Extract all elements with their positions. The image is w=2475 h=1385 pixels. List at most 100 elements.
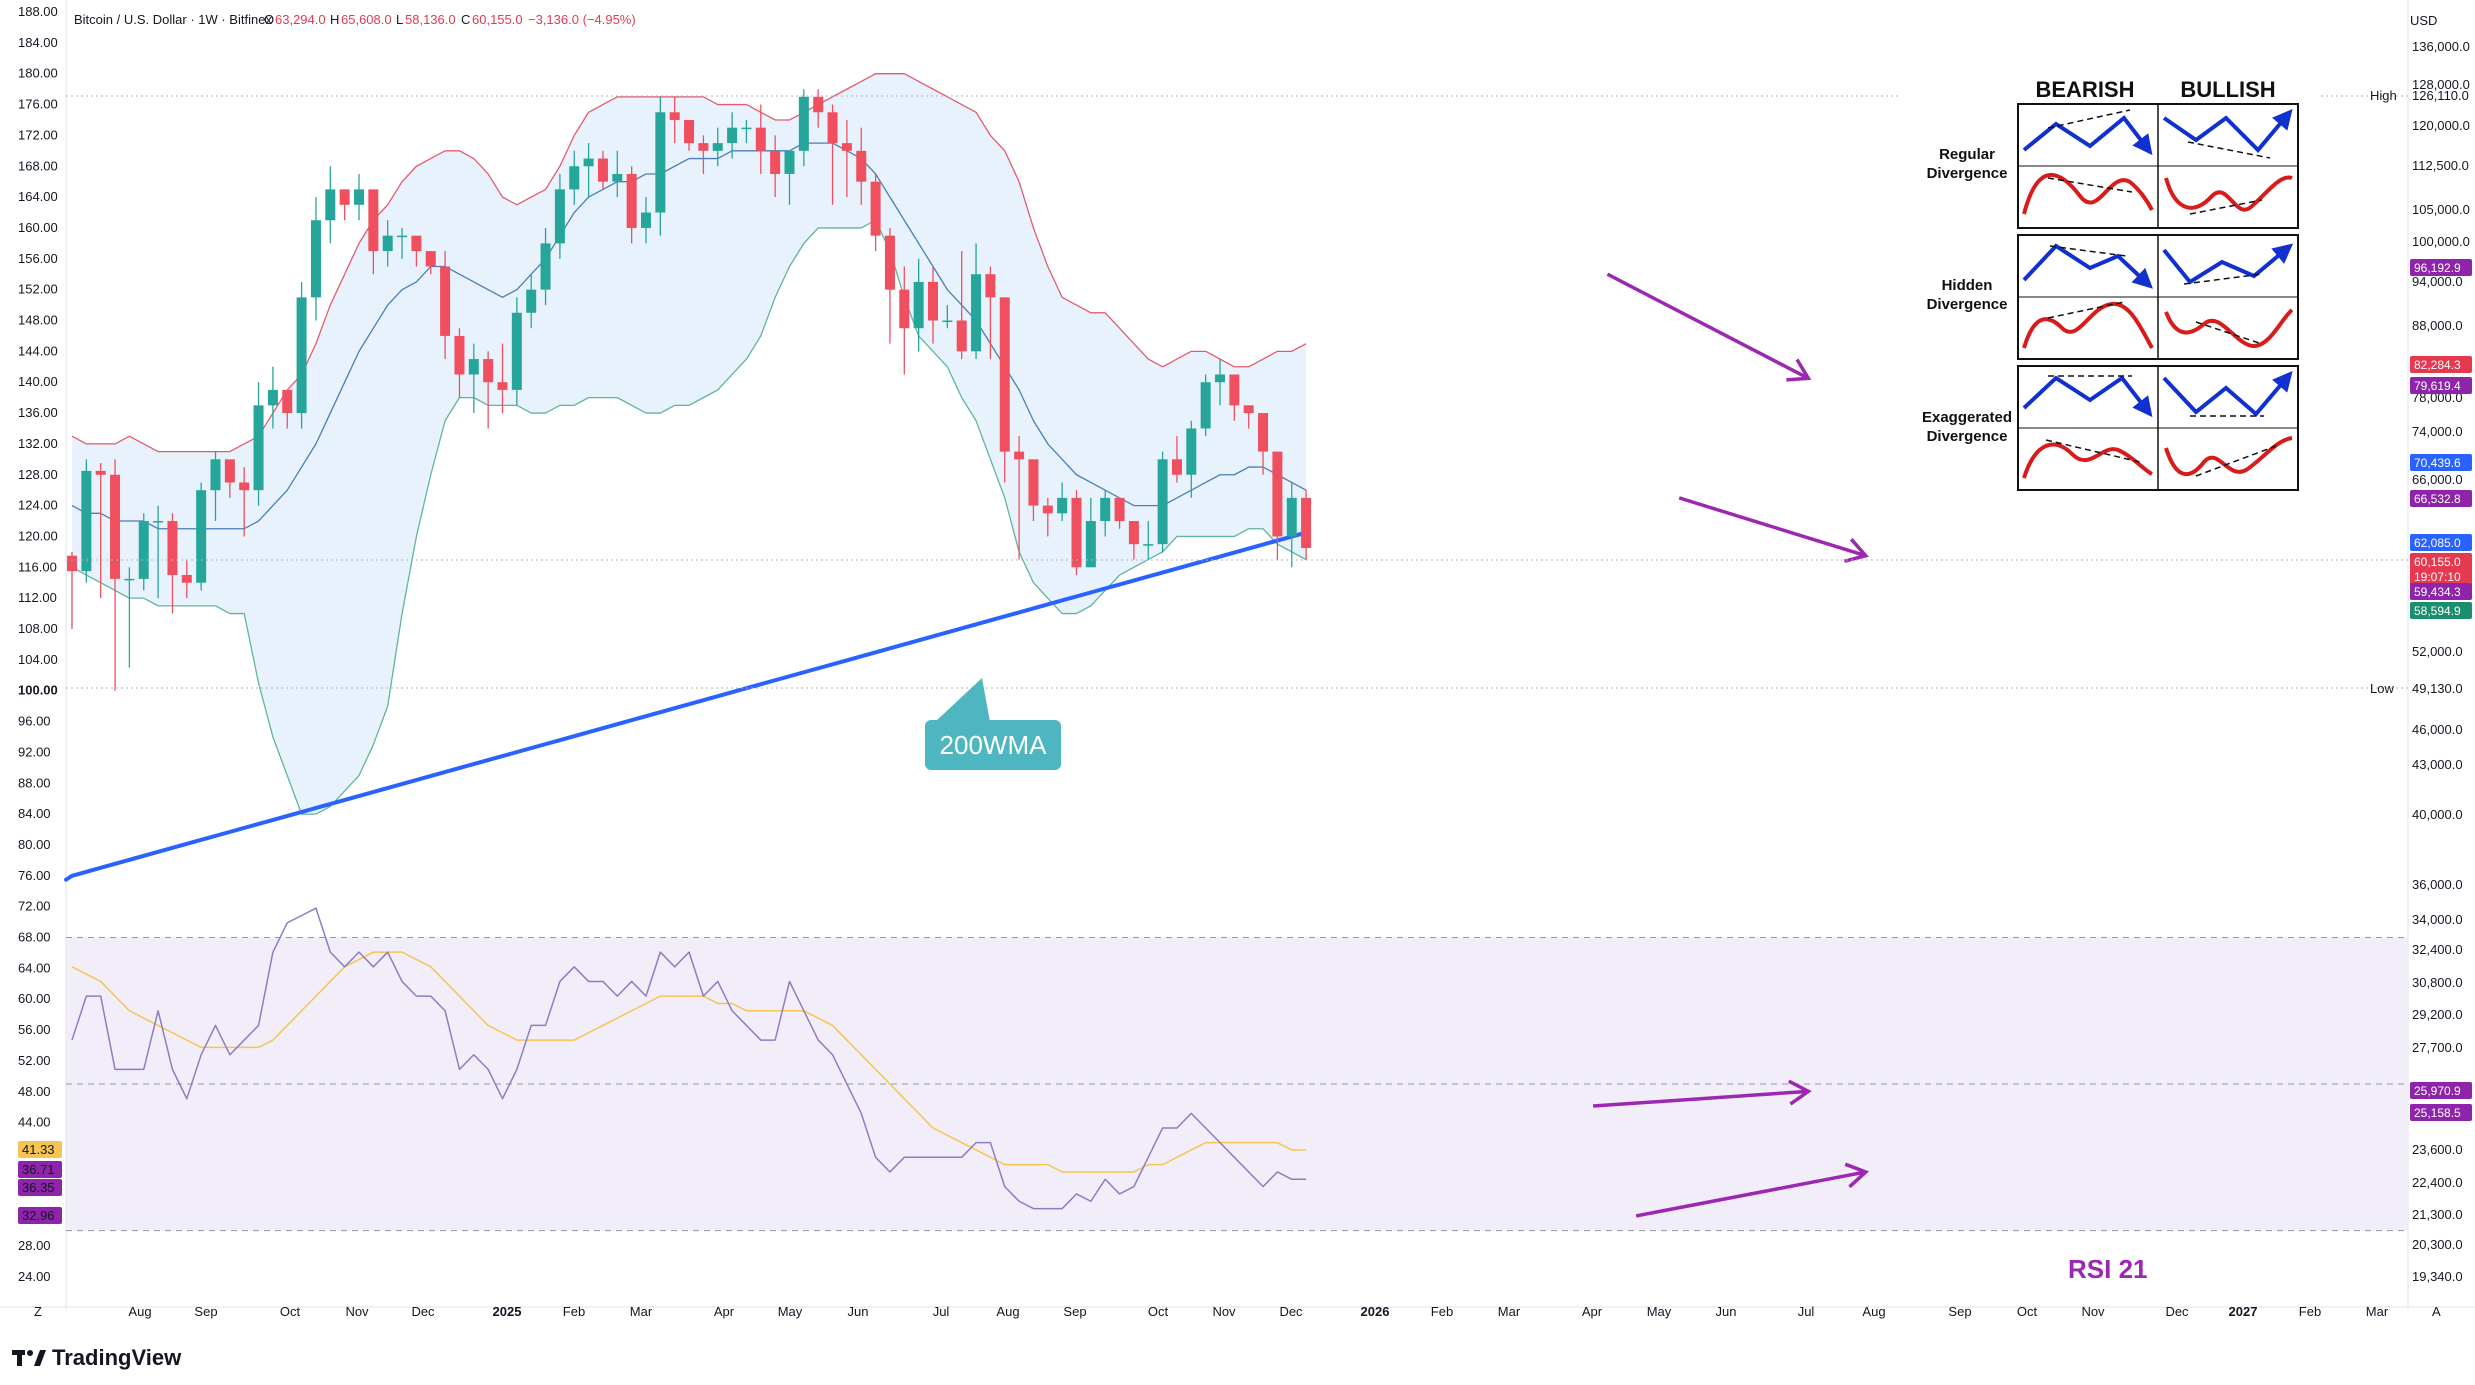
- candle-body: [641, 212, 651, 228]
- left-axis-tick: 64.00: [18, 960, 51, 975]
- candle-body: [971, 274, 982, 352]
- candle-body: [597, 158, 608, 182]
- right-axis-tick: 128,000.0: [2412, 77, 2470, 92]
- ohlc-low-value: 58,136.0: [405, 12, 456, 27]
- candle-body: [1272, 451, 1283, 537]
- time-axis-tick: May: [778, 1304, 803, 1319]
- right-axis-tick: 21,300.0: [2412, 1207, 2463, 1222]
- right-axis-high-value: 126,110.0: [2412, 88, 2469, 103]
- left-axis-tick: 84.00: [18, 806, 51, 821]
- right-axis-badge-label: 59,434.3: [2414, 585, 2461, 599]
- candle-body: [425, 251, 436, 267]
- ohlc-open-value: 63,294.0: [275, 12, 326, 27]
- left-axis-tick: 88.00: [18, 775, 51, 790]
- candle-body: [368, 189, 379, 252]
- candle-body: [511, 312, 522, 390]
- left-axis-tick: 116.00: [18, 559, 57, 574]
- left-axis-tick: 48.00: [18, 1084, 51, 1099]
- right-axis-badge-label: 79,619.4: [2414, 379, 2461, 393]
- candle-body: [354, 189, 364, 205]
- candle-body: [1014, 451, 1025, 460]
- right-axis-badge-label: 82,284.3: [2414, 358, 2461, 372]
- candle-body: [1186, 428, 1197, 475]
- left-axis-tick: 56.00: [18, 1022, 51, 1037]
- left-axis-tick: 168.00: [18, 158, 58, 173]
- candle-body: [985, 274, 996, 298]
- left-axis-tick: 100.00: [18, 683, 58, 698]
- candle-body: [253, 405, 264, 491]
- candle-body: [325, 189, 336, 221]
- ohlc-high-value: 65,608.0: [341, 12, 392, 27]
- left-axis-tick: 156.00: [18, 251, 58, 266]
- left-axis-badge-label: 32.96: [22, 1208, 55, 1223]
- candle-body: [583, 158, 594, 167]
- left-axis-tick: 112.00: [18, 590, 57, 605]
- time-axis-tick: Jun: [848, 1304, 869, 1319]
- right-axis-tick: 27,700.0: [2412, 1040, 2463, 1055]
- candle-body: [1100, 497, 1111, 522]
- candle-body: [110, 474, 121, 579]
- time-axis-tick: Aug: [1862, 1304, 1885, 1319]
- rsi-divergence-2-head: [1844, 1162, 1870, 1189]
- tradingview-logo[interactable]: TradingView: [12, 1345, 181, 1371]
- left-axis-tick: 144.00: [18, 343, 58, 358]
- time-axis-tick: 2027: [2229, 1304, 2258, 1319]
- cheatsheet-bullish-header: BULLISH: [2180, 77, 2275, 102]
- candle-body: [1229, 374, 1240, 406]
- cheatsheet-row1-line1: Regular: [1939, 146, 1995, 163]
- left-axis-tick: 180.00: [18, 66, 58, 81]
- candle-body: [267, 389, 278, 406]
- candle-body: [1200, 382, 1211, 429]
- candle-body: [339, 189, 350, 205]
- candle-body: [454, 335, 465, 375]
- candle-body: [1114, 497, 1125, 522]
- cheatsheet-row3-line2: Divergence: [1927, 428, 2008, 445]
- candle-body: [569, 166, 580, 190]
- time-axis-tick: Jun: [1716, 1304, 1737, 1319]
- candle-body: [813, 96, 824, 113]
- candle-body: [483, 359, 494, 383]
- time-axis-tick: Oct: [1148, 1304, 1169, 1319]
- right-axis-tick: 136,000.0: [2412, 39, 2470, 54]
- candle-body: [1286, 497, 1297, 537]
- right-axis-badge-label: 19:07:10: [2414, 570, 2461, 584]
- candle-body: [956, 320, 967, 352]
- candle-body: [1085, 521, 1096, 568]
- right-axis-badge: [2410, 356, 2472, 373]
- candle-body: [770, 150, 781, 174]
- candle-body: [224, 459, 235, 483]
- candle-body: [655, 112, 666, 213]
- time-axis-tick: Aug: [128, 1304, 151, 1319]
- right-axis-badge: [2410, 602, 2472, 619]
- header-legend: Bitcoin / U.S. Dollar · 1W · Bitfinex O …: [74, 12, 636, 27]
- right-axis-tick: 43,000.0: [2412, 757, 2463, 772]
- candle-body: [210, 459, 221, 491]
- candle-body: [856, 150, 867, 182]
- candle-body: [1243, 405, 1254, 414]
- chart-canvas[interactable]: 188.00 184.00 180.00 176.00 172.00 168.00 164.…: [0, 0, 2475, 1340]
- candle-body: [124, 578, 135, 581]
- left-axis-tick: 44.00: [18, 1115, 51, 1130]
- right-axis-tick: 32,400.0: [2412, 942, 2463, 957]
- candle-body: [296, 297, 307, 414]
- left-axis-tick: 60.00: [18, 991, 51, 1006]
- candle-body: [1071, 497, 1082, 568]
- candle-body: [1042, 505, 1053, 514]
- price-divergence-1-head: [1786, 358, 1812, 382]
- left-axis-tick: 164.00: [18, 189, 58, 204]
- ohlc-low-label: L: [396, 12, 403, 27]
- time-axis-start: Z: [34, 1304, 42, 1319]
- candle-body: [899, 289, 910, 329]
- cheatsheet-hidden-bearish-icon: [2022, 243, 2154, 349]
- cheatsheet-hidden-bullish-icon: [2162, 243, 2294, 349]
- rsi-band: [66, 937, 2408, 1232]
- right-axis-tick: 120,000.0: [2412, 118, 2470, 133]
- candle-body: [942, 320, 953, 322]
- time-axis-tick: Oct: [2017, 1304, 2038, 1319]
- candle-body: [1143, 544, 1154, 546]
- candle-body: [884, 235, 895, 290]
- right-axis-badge-label: 25,970.9: [2414, 1084, 2461, 1098]
- right-axis-low-value: 49,130.0: [2412, 681, 2463, 696]
- time-axis-tick: May: [1647, 1304, 1672, 1319]
- candle-body: [827, 112, 838, 144]
